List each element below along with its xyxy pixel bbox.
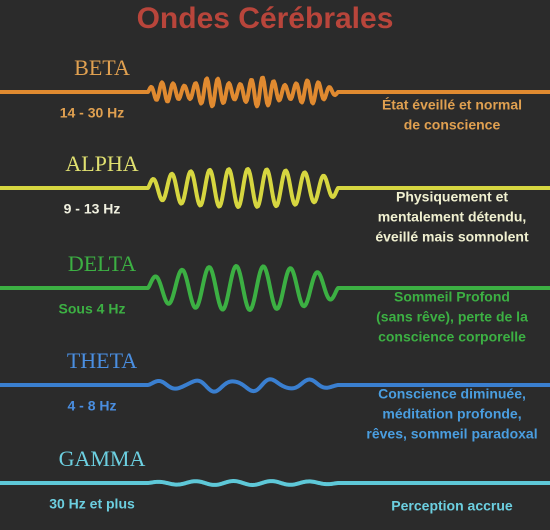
wave-name: DELTA xyxy=(68,251,136,276)
wave-description: éveillé mais somnolent xyxy=(375,229,529,245)
wave-frequency: Sous 4 Hz xyxy=(59,301,126,317)
wave-description: (sans rêve), perte de la xyxy=(376,309,528,325)
wave xyxy=(0,75,550,109)
wave-frequency: 9 - 13 Hz xyxy=(64,201,121,217)
wave-description: Perception accrue xyxy=(391,498,513,514)
wave-description: Physiquement et xyxy=(396,189,508,205)
wave-description: État éveillé et normal xyxy=(382,97,522,113)
wave-name: ALPHA xyxy=(65,151,138,176)
wave-description: Sommeil Profond xyxy=(394,289,510,305)
wave-frequency: 14 - 30 Hz xyxy=(60,105,125,121)
wave xyxy=(0,377,550,394)
wave-description: conscience corporelle xyxy=(378,329,526,345)
wave-description: méditation profonde, xyxy=(382,406,521,422)
wave-frequency: 30 Hz et plus xyxy=(49,496,135,512)
wave-description: de conscience xyxy=(404,117,501,133)
title: Ondes Cérébrales xyxy=(137,2,394,35)
wave-description: Conscience diminuée, xyxy=(378,386,526,402)
wave xyxy=(0,167,550,209)
wave-description: rêves, sommeil paradoxal xyxy=(366,426,537,442)
wave-frequency: 4 - 8 Hz xyxy=(67,398,116,414)
wave-name: GAMMA xyxy=(59,446,146,471)
wave-name: BETA xyxy=(74,55,130,80)
wave-name: THETA xyxy=(67,348,137,373)
wave-description: mentalement détendu, xyxy=(378,209,527,225)
wave xyxy=(0,479,550,487)
wave xyxy=(0,264,550,312)
